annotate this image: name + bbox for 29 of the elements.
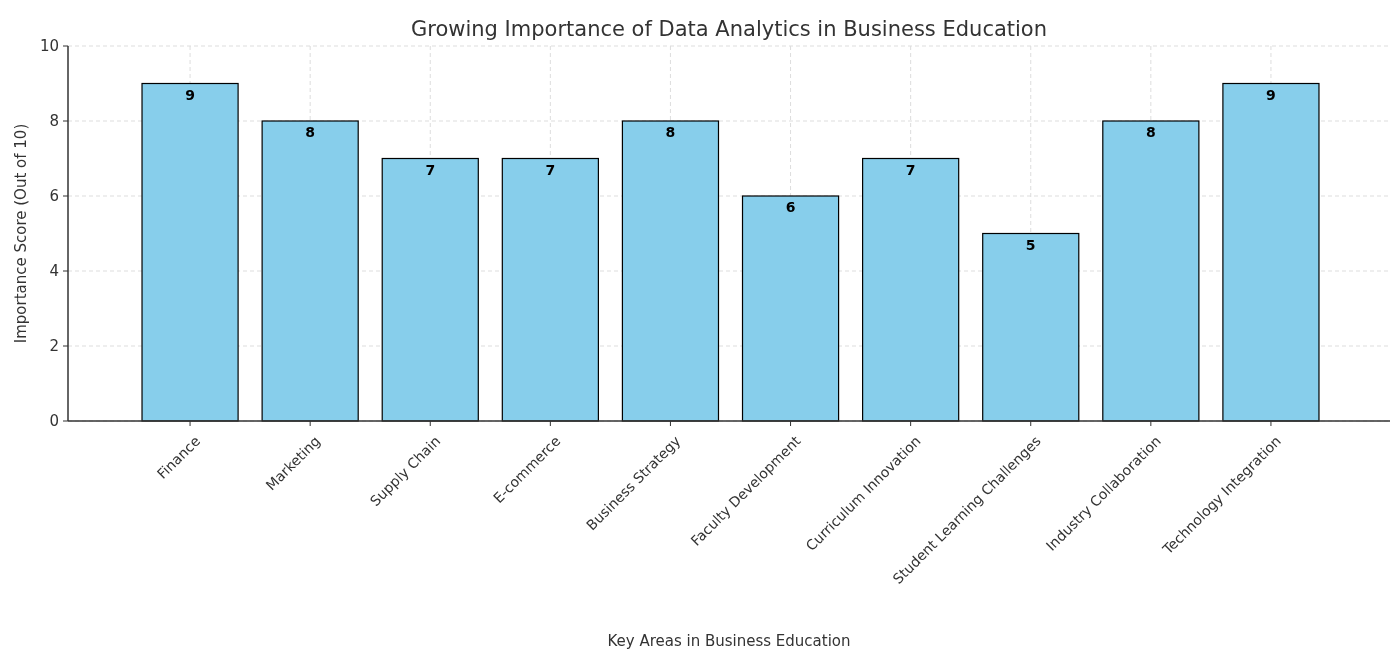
bar — [982, 232, 1080, 422]
data-label: 8 — [1145, 124, 1156, 140]
data-label: 9 — [1266, 86, 1276, 103]
data-label: 7 — [545, 161, 556, 178]
data-label: 8 — [665, 124, 676, 140]
y-tick-label: 6 — [49, 187, 59, 206]
bar — [862, 157, 960, 422]
data-label: 8 — [305, 124, 316, 140]
x-axis-title: Key Areas in Business Education — [607, 632, 851, 650]
data-label: 5 — [1025, 236, 1036, 253]
y-tick-label: 0 — [49, 412, 59, 431]
bar — [1222, 82, 1320, 422]
bar — [621, 120, 720, 422]
y-tick-label: 10 — [39, 37, 59, 56]
y-tick-label: 8 — [49, 112, 59, 131]
bar — [1102, 120, 1200, 422]
chart-title: Growing Importance of Data Analytics in Business Education — [410, 17, 1048, 41]
data-label: 7 — [425, 161, 436, 178]
y-axis-title: Importance Score (Out of 10) — [12, 123, 30, 344]
data-label: 7 — [905, 161, 916, 178]
y-tick-label: 4 — [49, 262, 59, 281]
y-tick-label: 2 — [49, 337, 59, 356]
bar — [261, 120, 359, 422]
bar — [741, 195, 840, 422]
bar — [501, 157, 599, 422]
bar — [381, 157, 479, 422]
data-label: 6 — [785, 199, 796, 215]
bar — [141, 82, 239, 422]
data-label: 9 — [185, 86, 195, 103]
